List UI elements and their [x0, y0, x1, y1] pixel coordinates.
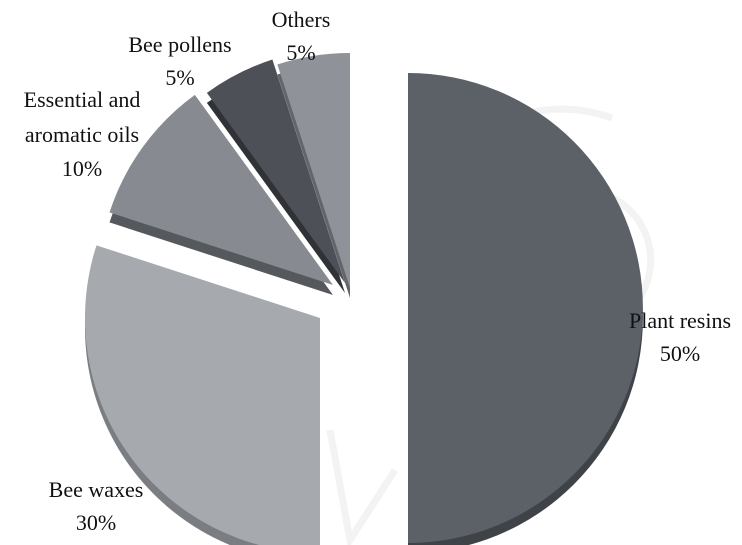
label-bee-pollens: Bee pollens 5%: [128, 32, 231, 90]
slice-value-label: 5%: [286, 40, 315, 65]
slice-label: Others: [272, 7, 331, 32]
pie-slice-plant-resins: [408, 73, 643, 545]
slice-face: [408, 73, 643, 543]
slice-value-label: 5%: [165, 65, 194, 90]
slice-label: Plant resins: [629, 308, 731, 333]
slice-label: Bee pollens: [128, 32, 231, 57]
label-essential-oils: Essential and aromatic oils 10%: [24, 87, 141, 181]
pie-slice-essential-and-aromatic-oils: [109, 94, 334, 295]
slice-label: Bee waxes: [49, 477, 144, 502]
slice-label-line2: aromatic oils: [25, 122, 139, 147]
slice-value-label: 50%: [660, 341, 700, 366]
label-others: Others 5%: [272, 7, 331, 65]
slice-face: [277, 53, 350, 288]
slice-label: Essential and: [24, 87, 141, 112]
slice-face: [85, 245, 320, 545]
slice-value-label: 30%: [76, 510, 116, 535]
pie-slice-bee-waxes: [85, 245, 320, 545]
pie-slice-bee-pollens: [206, 59, 345, 294]
slice-value-label: 10%: [62, 156, 102, 181]
label-plant-resins: Plant resins 50%: [629, 308, 731, 366]
label-bee-waxes: Bee waxes 30%: [49, 477, 144, 535]
pie-slice-others: [277, 53, 350, 298]
slice-face: [206, 59, 345, 283]
slice-face: [109, 94, 334, 285]
